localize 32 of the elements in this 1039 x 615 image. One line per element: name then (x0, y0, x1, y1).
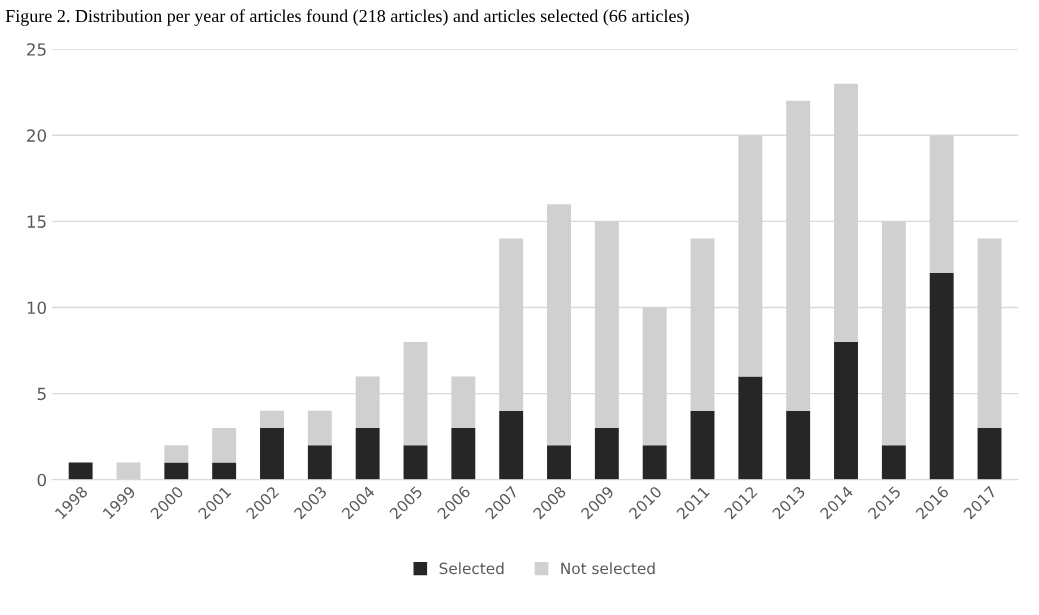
bar (307, 410, 332, 446)
y-tick-label: 20 (27, 129, 46, 142)
chart-title: Figure 2. Distribution per year of articles found (218 articles) and articles selected (66 articles) (5, 9, 689, 26)
bar (164, 445, 189, 463)
bar (164, 462, 189, 480)
bar (212, 428, 237, 463)
bar (594, 428, 619, 480)
bar (642, 445, 667, 480)
y-tick-label: 10 (27, 301, 46, 315)
bar (834, 341, 858, 480)
bar (929, 273, 954, 480)
bar (212, 462, 237, 480)
bar (690, 410, 715, 480)
bar (260, 410, 284, 429)
bar (260, 428, 284, 480)
bar (355, 428, 380, 480)
bar (547, 445, 571, 480)
bar (307, 445, 332, 480)
legend-label: Selected (439, 562, 504, 575)
legend-label: Not selected (561, 562, 655, 575)
bar (499, 410, 524, 480)
bar (68, 462, 93, 480)
y-tick-label: 5 (37, 387, 46, 401)
bar (786, 410, 811, 480)
bar (977, 428, 1002, 480)
y-tick-label: 0 (37, 473, 46, 487)
bar (403, 445, 428, 480)
bar (881, 445, 906, 480)
bar (738, 376, 763, 480)
bar (451, 428, 476, 480)
y-tick-label: 25 (27, 43, 46, 56)
y-tick-label: 15 (27, 215, 46, 228)
